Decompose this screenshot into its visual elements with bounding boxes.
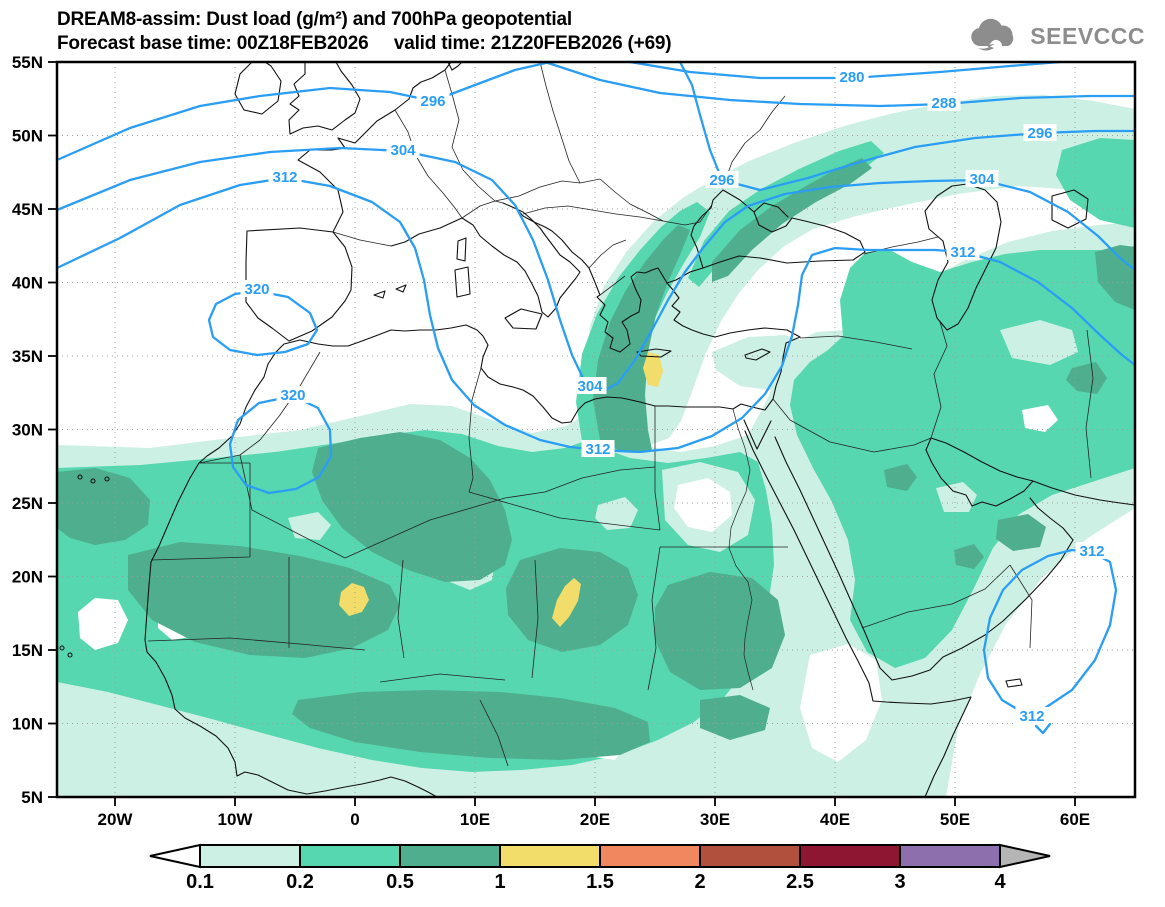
title-block: DREAM8-assim: Dust load (g/m²) and 700hP… xyxy=(57,8,672,56)
contour-label-layer: 280 288 296 296 296 304 304 304 312 312 312 312 312 3… xyxy=(240,68,1109,725)
svg-text:3: 3 xyxy=(894,871,905,893)
svg-text:20E: 20E xyxy=(580,810,610,829)
svg-text:312: 312 xyxy=(1019,708,1044,725)
svg-text:312: 312 xyxy=(585,441,610,458)
svg-text:296: 296 xyxy=(709,172,734,189)
seevccc-logo: SEEVCCC xyxy=(964,18,1145,54)
cloud-logo-icon xyxy=(971,18,1014,51)
svg-text:40E: 40E xyxy=(820,810,850,829)
tick-layer xyxy=(48,61,1076,806)
svg-text:30E: 30E xyxy=(700,810,730,829)
svg-text:304: 304 xyxy=(577,378,603,395)
svg-text:30N: 30N xyxy=(12,421,43,440)
svg-text:280: 280 xyxy=(839,69,864,86)
svg-text:1.5: 1.5 xyxy=(586,871,614,893)
svg-text:10N: 10N xyxy=(12,715,43,734)
svg-text:0: 0 xyxy=(350,810,359,829)
svg-text:40N: 40N xyxy=(12,274,43,293)
logo-text: SEEVCCC xyxy=(1030,22,1145,49)
svg-text:60E: 60E xyxy=(1060,810,1090,829)
svg-text:10E: 10E xyxy=(460,810,490,829)
svg-text:1: 1 xyxy=(494,871,505,893)
border-layer xyxy=(147,61,1094,767)
svg-text:0.1: 0.1 xyxy=(186,871,214,893)
svg-text:320: 320 xyxy=(244,281,269,298)
svg-text:312: 312 xyxy=(950,244,975,261)
svg-text:55N: 55N xyxy=(12,53,43,72)
svg-text:15N: 15N xyxy=(12,641,43,660)
svg-text:10W: 10W xyxy=(218,810,254,829)
svg-text:4: 4 xyxy=(994,871,1006,893)
svg-text:304: 304 xyxy=(969,171,995,188)
svg-text:0.2: 0.2 xyxy=(286,871,314,893)
colorbar: 0.1 0.2 0.5 1 1.5 2 2.5 3 4 xyxy=(149,843,1051,893)
svg-text:296: 296 xyxy=(1027,125,1052,142)
svg-text:5N: 5N xyxy=(21,788,43,807)
svg-text:35N: 35N xyxy=(12,347,43,366)
svg-text:20N: 20N xyxy=(12,568,43,587)
svg-text:304: 304 xyxy=(390,142,416,159)
svg-text:50E: 50E xyxy=(940,810,970,829)
svg-text:25N: 25N xyxy=(12,494,43,513)
svg-text:50N: 50N xyxy=(12,127,43,146)
svg-text:288: 288 xyxy=(931,95,956,112)
svg-text:20W: 20W xyxy=(98,810,134,829)
svg-text:312: 312 xyxy=(272,169,297,186)
svg-text:320: 320 xyxy=(280,387,305,404)
svg-text:45N: 45N xyxy=(12,200,43,219)
svg-text:2.5: 2.5 xyxy=(786,871,814,893)
chart-subtitle: Forecast base time: 00Z18FEB2026 valid t… xyxy=(57,33,672,54)
chart-title: DREAM8-assim: Dust load (g/m²) and 700hP… xyxy=(57,9,572,30)
svg-text:2: 2 xyxy=(694,871,705,893)
svg-text:0.5: 0.5 xyxy=(386,871,414,893)
coastline-layer xyxy=(59,61,1136,798)
svg-text:312: 312 xyxy=(1079,543,1104,560)
svg-text:296: 296 xyxy=(420,93,445,110)
axis-labels: 55N 50N 45N 40N 35N 30N 25N 20N 15N 10N 5N 20W 10W 0 1… xyxy=(12,53,1090,829)
